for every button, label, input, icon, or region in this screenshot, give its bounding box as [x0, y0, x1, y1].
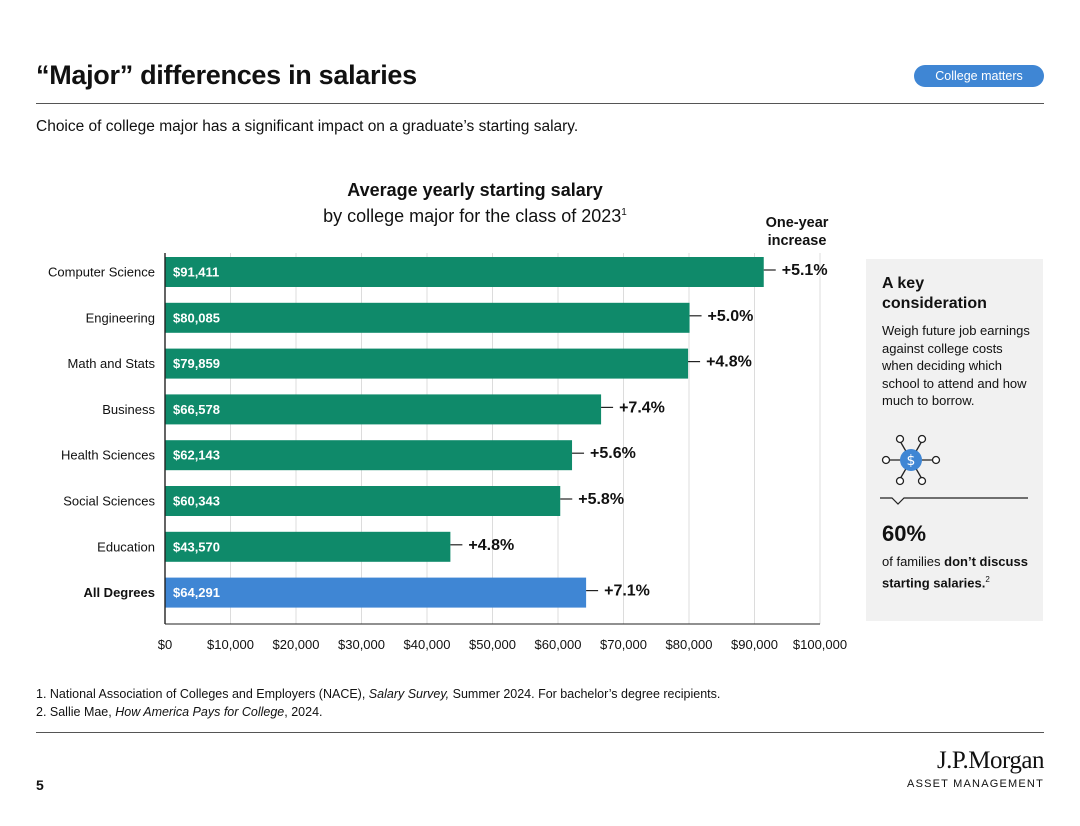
bar-value-label: $62,143	[173, 448, 220, 463]
x-tick-label: $40,000	[404, 637, 451, 652]
chart-subtitle-text: by college major for the class of 2023	[323, 206, 622, 226]
increase-label: +4.8%	[468, 537, 514, 554]
bar-value-label: $91,411	[173, 265, 219, 280]
bar	[165, 440, 573, 471]
panel-foot: of families don’t discuss starting salar…	[882, 553, 1032, 591]
category-label: All Degrees	[83, 585, 155, 600]
x-tick-label: $30,000	[338, 637, 385, 652]
fn1-pre: 1. National Association of Colleges and …	[36, 687, 369, 701]
bar-value-label: $64,291	[173, 585, 220, 600]
x-tick-label: $20,000	[273, 637, 320, 652]
panel-foot-pre: of families	[882, 554, 945, 569]
bar	[165, 577, 587, 608]
x-tick-label: $0	[158, 637, 172, 652]
increase-label: +5.1%	[782, 262, 828, 279]
bar-value-label: $60,343	[173, 494, 220, 509]
footnote-1: 1. National Association of Colleges and …	[36, 687, 720, 701]
panel-heading: A key consideration	[882, 275, 987, 312]
category-label: Computer Science	[48, 265, 155, 280]
category-label: Education	[97, 539, 155, 554]
bar	[165, 394, 602, 425]
footnote-2: 2. Sallie Mae, How America Pays for Coll…	[36, 705, 323, 719]
increase-label: +4.8%	[706, 354, 752, 371]
bar	[165, 302, 690, 333]
x-tick-label: $10,000	[207, 637, 254, 652]
logo-sub: ASSET MANAGEMENT	[907, 778, 1044, 790]
fn1-em: Salary Survey,	[368, 687, 450, 701]
increase-label: +5.0%	[708, 308, 754, 325]
bar-value-label: $43,570	[173, 539, 220, 554]
increase-header: One-year increase	[765, 215, 829, 249]
category-label: Math and Stats	[68, 356, 156, 371]
bar-value-label: $80,085	[173, 310, 220, 325]
fn1-post: Summer 2024. For bachelor’s degree recip…	[449, 687, 721, 701]
page-number: 5	[36, 777, 44, 793]
logo-main: J.P.Morgan	[936, 747, 1045, 774]
bar	[165, 257, 764, 287]
bar-value-label: $66,578	[173, 402, 220, 417]
category-label: Health Sciences	[61, 448, 155, 463]
increase-label: +5.8%	[578, 491, 624, 508]
x-tick-label: $60,000	[535, 637, 582, 652]
key-consideration-panel: A key consideration Weigh future job ear…	[866, 259, 1043, 621]
chart-subtitle-footnote: 1	[621, 207, 627, 218]
bar	[165, 531, 451, 562]
panel-foot-note: 2	[985, 574, 990, 584]
category-label: Business	[102, 402, 155, 417]
top-divider	[36, 103, 1044, 104]
page-subtitle: Choice of college major has a significan…	[36, 118, 579, 135]
bar-chart: $0 $10,000 $20,000 $30,000 $40,000 $50,000 $60…	[48, 253, 847, 652]
chart-title: Average yearly starting salary	[347, 180, 603, 200]
dollar-network-icon: $	[881, 434, 941, 486]
college-matters-badge[interactable]: College matters	[914, 65, 1044, 87]
bar	[165, 348, 689, 379]
panel-foot-bold: don’t discuss starting salaries.	[882, 554, 1028, 590]
x-tick-label: $90,000	[731, 637, 778, 652]
category-label: Social Sciences	[63, 494, 155, 509]
fn2-post: , 2024.	[284, 705, 323, 719]
category-label: Engineering	[86, 310, 155, 325]
increase-label: +7.4%	[619, 399, 665, 416]
fn2-pre: 2. Sallie Mae,	[36, 705, 116, 719]
x-tick-label: $70,000	[600, 637, 647, 652]
increase-label: +5.6%	[590, 445, 636, 462]
bar	[165, 486, 561, 516]
bottom-divider	[36, 732, 1044, 733]
x-tick-label: $50,000	[469, 637, 516, 652]
fn2-em: How America Pays for College	[115, 705, 285, 719]
increase-label: +7.1%	[604, 583, 650, 600]
page-title: “Major” differences in salaries	[36, 60, 417, 90]
panel-divider	[880, 497, 1028, 505]
chart-subtitle: by college major for the class of 20231	[165, 206, 785, 227]
jpmorgan-logo: J.P.Morgan ASSET MANAGEMENT	[900, 746, 1044, 790]
bar-value-label: $79,859	[173, 356, 220, 371]
panel-stat: 60%	[882, 521, 927, 546]
x-tick-label: $100,000	[793, 637, 847, 652]
svg-text:$: $	[907, 453, 916, 469]
panel-body: Weigh future job earnings against colleg…	[882, 323, 1030, 408]
x-tick-label: $80,000	[666, 637, 713, 652]
